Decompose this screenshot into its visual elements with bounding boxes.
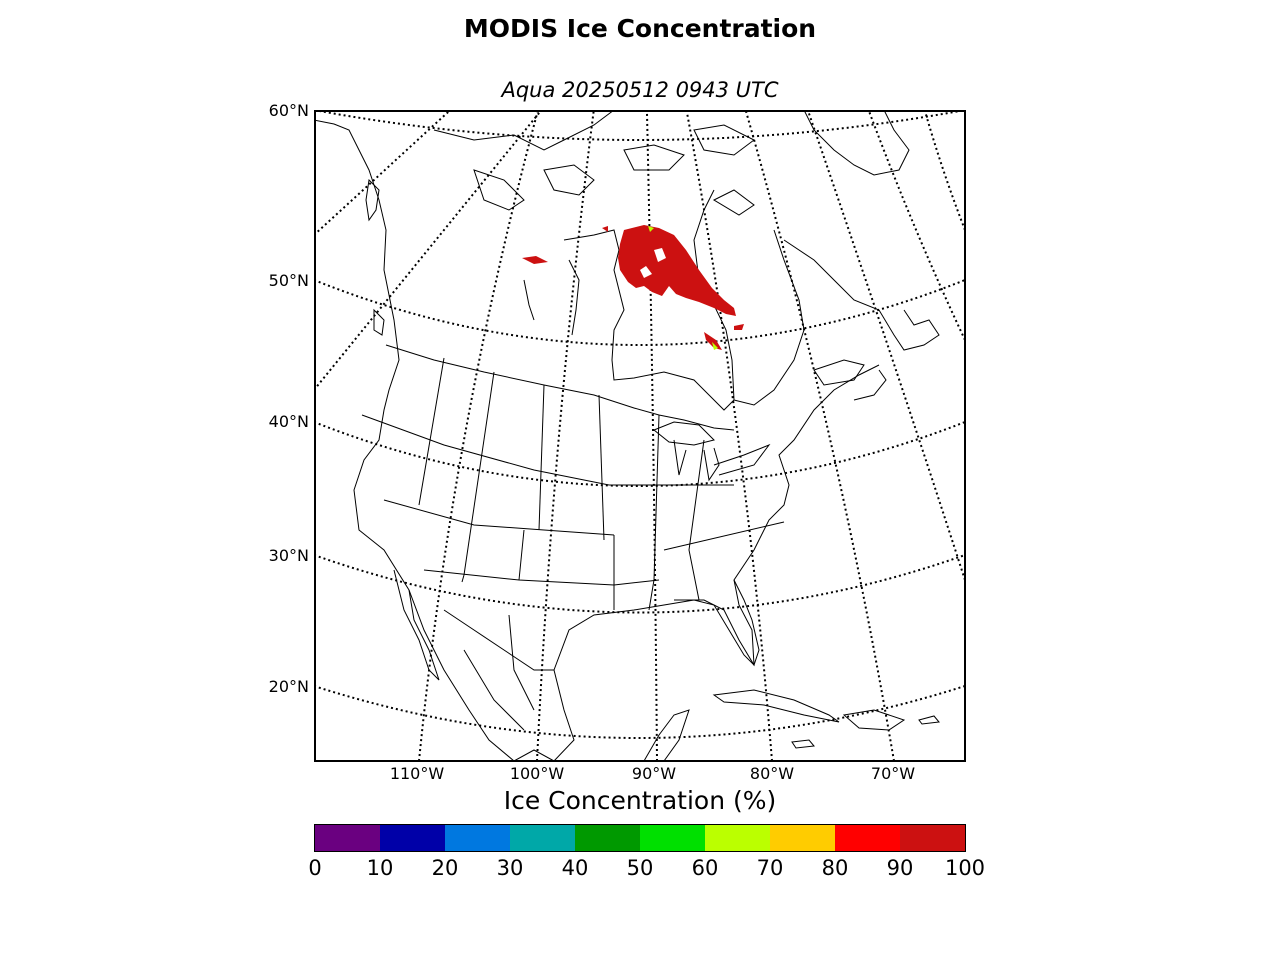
colorbar-segment-9 [900,825,965,851]
map-background [315,111,965,761]
colorbar-segment-5 [640,825,705,851]
colorbar-tick-label: 30 [496,856,524,880]
colorbar-segment-7 [770,825,835,851]
colorbar-segment-3 [510,825,575,851]
ice-coverage [522,225,744,350]
lon-label-110w: 110°W [389,764,445,783]
colorbar-title: Ice Concentration (%) [503,786,777,815]
colorbar-tick-label: 100 [944,856,986,880]
lon-label-70w: 70°W [870,764,916,783]
colorbar-tick-label: 80 [821,856,849,880]
colorbar-segment-1 [380,825,445,851]
lat-label-30: 30°N [268,546,309,565]
colorbar-segment-4 [575,825,640,851]
colorbar-tick-label: 10 [366,856,394,880]
colorbar-segment-0 [315,825,380,851]
lon-label-80w: 80°W [749,764,795,783]
colorbar-tick-label: 0 [308,856,322,880]
lon-label-100w: 100°W [509,764,565,783]
graticule-latitudes [315,111,965,739]
map-frame [314,110,966,762]
colorbar-segment-8 [835,825,900,851]
lat-label-50: 50°N [268,271,309,290]
lon-label-90w: 90°W [631,764,677,783]
coastlines-borders [315,111,940,761]
chart-subtitle: Aqua 20250512 0943 UTC [501,78,779,102]
chart-title: MODIS Ice Concentration [463,14,817,43]
colorbar-tick-label: 20 [431,856,459,880]
colorbar-tick-label: 40 [561,856,589,880]
colorbar [314,824,966,852]
ice-concentration-map [314,110,966,762]
colorbar-tick-label: 50 [626,856,654,880]
colorbar-tick-label: 90 [886,856,914,880]
lat-label-60: 60°N [268,101,309,120]
colorbar-tick-label: 70 [756,856,784,880]
lat-label-40: 40°N [268,412,309,431]
lat-label-20: 20°N [268,677,309,696]
graticule-longitudes [315,111,965,761]
colorbar-segment-6 [705,825,770,851]
colorbar-tick-label: 60 [691,856,719,880]
colorbar-segment-2 [445,825,510,851]
